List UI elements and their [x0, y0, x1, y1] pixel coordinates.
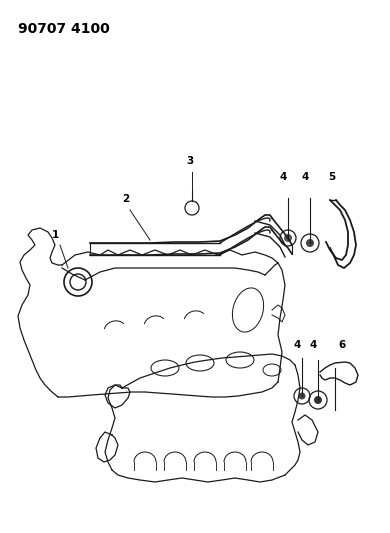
Text: 90707 4100: 90707 4100 [18, 22, 110, 36]
Text: 6: 6 [338, 340, 345, 350]
Text: 1: 1 [52, 230, 59, 240]
Circle shape [314, 396, 322, 404]
Text: 3: 3 [186, 156, 193, 166]
Circle shape [298, 392, 305, 400]
Text: 4: 4 [302, 172, 309, 182]
Text: 4: 4 [294, 340, 301, 350]
Text: 2: 2 [122, 194, 129, 204]
Text: 5: 5 [328, 172, 335, 182]
Circle shape [284, 234, 292, 242]
Text: 4: 4 [280, 172, 287, 182]
Circle shape [306, 239, 314, 247]
Text: 4: 4 [310, 340, 317, 350]
